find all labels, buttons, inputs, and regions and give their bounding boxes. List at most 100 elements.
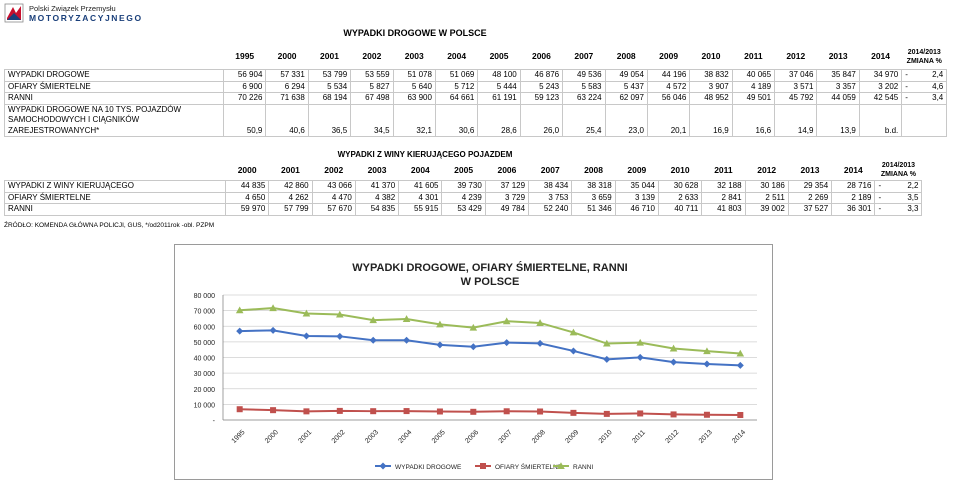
value-cell: 4 262	[268, 191, 313, 204]
data-point	[737, 411, 744, 418]
change-sign: -	[905, 70, 908, 79]
value-cell: 55 915	[398, 203, 443, 216]
year-header: 2007	[540, 165, 560, 175]
value-cell: 42 545	[858, 92, 903, 105]
change-cell: - 3,4	[901, 92, 948, 105]
data-point	[637, 410, 644, 417]
change-cell: - 3,3	[874, 203, 923, 216]
data-point	[503, 408, 510, 415]
change-header-line2: ZMIANA %	[906, 57, 942, 65]
data-point	[537, 408, 544, 415]
value-cell: 5 583	[562, 80, 606, 93]
value-cell: 40 711	[657, 203, 703, 216]
value-cell: 61 191	[477, 92, 521, 105]
series-line-2	[239, 408, 741, 416]
value-cell: 49 536	[562, 69, 606, 82]
data-point	[235, 306, 244, 314]
data-point	[502, 317, 511, 325]
pzpm-logo: Polski Związek Przemysłu MOTORYZACYJNEGO	[4, 3, 141, 25]
chart-title-line: W POLSCE	[461, 276, 520, 288]
y-tick-label: 80 000	[194, 293, 216, 300]
data-point	[569, 347, 577, 355]
value-cell: 5 437	[604, 80, 648, 93]
change-header: 2014/2013 ZMIANA %	[875, 160, 922, 181]
row-label: WYPADKI DROGOWE	[4, 69, 224, 82]
value-cell: 40,6	[265, 103, 309, 137]
data-point	[669, 344, 678, 352]
logo-line2: MOTORYZACYJNEGO	[29, 13, 143, 23]
table-row: RANNI 59 970 57 799 57 670 54 835 55 915 53 42…	[4, 203, 923, 216]
row-label: RANNI	[4, 203, 226, 216]
y-tick-label: 60 000	[194, 324, 216, 331]
value-cell: 29 354	[787, 180, 833, 193]
x-tick-label: 2002	[331, 429, 347, 445]
x-tick-label: 2000	[264, 429, 280, 445]
change-sign: -	[905, 81, 908, 91]
data-point	[469, 343, 477, 351]
value-cell: 6 900	[222, 80, 267, 93]
change-value: 3,3	[907, 204, 919, 213]
data-point	[670, 358, 678, 366]
x-tick-label: 2014	[731, 429, 747, 445]
year-header: 2012	[757, 165, 777, 175]
value-cell: 37 527	[787, 203, 833, 216]
year-header: 2005	[454, 165, 474, 175]
value-cell: 37 046	[774, 69, 818, 82]
data-point	[736, 361, 744, 369]
value-cell: 5 640	[392, 80, 436, 93]
value-cell: 28,6	[477, 103, 521, 137]
value-cell: 30 186	[744, 180, 789, 193]
value-cell: 5 243	[519, 80, 564, 93]
value-cell: 41 803	[701, 203, 746, 216]
change-value: 3,5	[907, 192, 919, 202]
value-cell: 48 100	[477, 69, 521, 82]
year-header: 2014	[843, 165, 863, 175]
change-cell: - 3,5	[874, 191, 923, 204]
value-cell: 41 370	[354, 180, 400, 193]
table2-title: WYPADKI Z WINY KIERUJĄCEGO POJAZDEM	[337, 150, 513, 159]
year-header: 2004	[410, 165, 430, 175]
legend-label: RANNI	[573, 464, 593, 471]
data-point	[369, 336, 377, 344]
change-cell-content: - 3,3	[878, 204, 918, 215]
year-header: 2013	[800, 165, 820, 175]
value-cell: 51 078	[392, 69, 436, 82]
y-tick-label: 40 000	[194, 356, 216, 363]
legend-marker	[557, 462, 565, 469]
value-cell: 23,0	[604, 103, 648, 137]
year-header: 2006	[531, 51, 551, 61]
data-point	[403, 336, 411, 344]
value-cell: 3 753	[528, 191, 573, 204]
series-line-3	[239, 307, 741, 355]
year-header: 2011	[714, 165, 733, 175]
data-point	[569, 328, 578, 336]
value-cell: 25,4	[562, 103, 606, 137]
x-tick-label: 2010	[598, 429, 614, 445]
data-point	[536, 319, 544, 326]
data-point	[269, 326, 277, 334]
change-cell-content: - 3,5	[878, 193, 918, 204]
legend-marker	[480, 463, 486, 469]
data-point	[603, 355, 611, 363]
year-header: 2001	[280, 165, 300, 175]
change-value: 4,6	[932, 81, 944, 91]
header-label-cell	[5, 44, 224, 70]
change-sign: -	[878, 204, 882, 213]
value-cell: 4 470	[311, 191, 356, 204]
value-cell: 53 429	[441, 203, 486, 216]
change-cell: - 4,6	[901, 80, 948, 93]
year-header: 2000	[237, 165, 257, 175]
data-point	[469, 323, 478, 331]
y-tick-label: 50 000	[194, 340, 216, 347]
value-cell: 51 069	[434, 69, 479, 82]
value-cell: 3 659	[571, 191, 616, 204]
year-header: 1995	[235, 51, 255, 61]
year-header: 2004	[447, 51, 467, 61]
data-point	[603, 410, 610, 417]
year-header: 2008	[616, 51, 636, 61]
value-cell: 49 784	[484, 203, 530, 216]
change-header-line2: ZMIANA %	[880, 171, 917, 178]
value-cell: 71 638	[265, 92, 309, 105]
change-sign: -	[878, 192, 882, 202]
year-header: 2011	[744, 51, 763, 61]
